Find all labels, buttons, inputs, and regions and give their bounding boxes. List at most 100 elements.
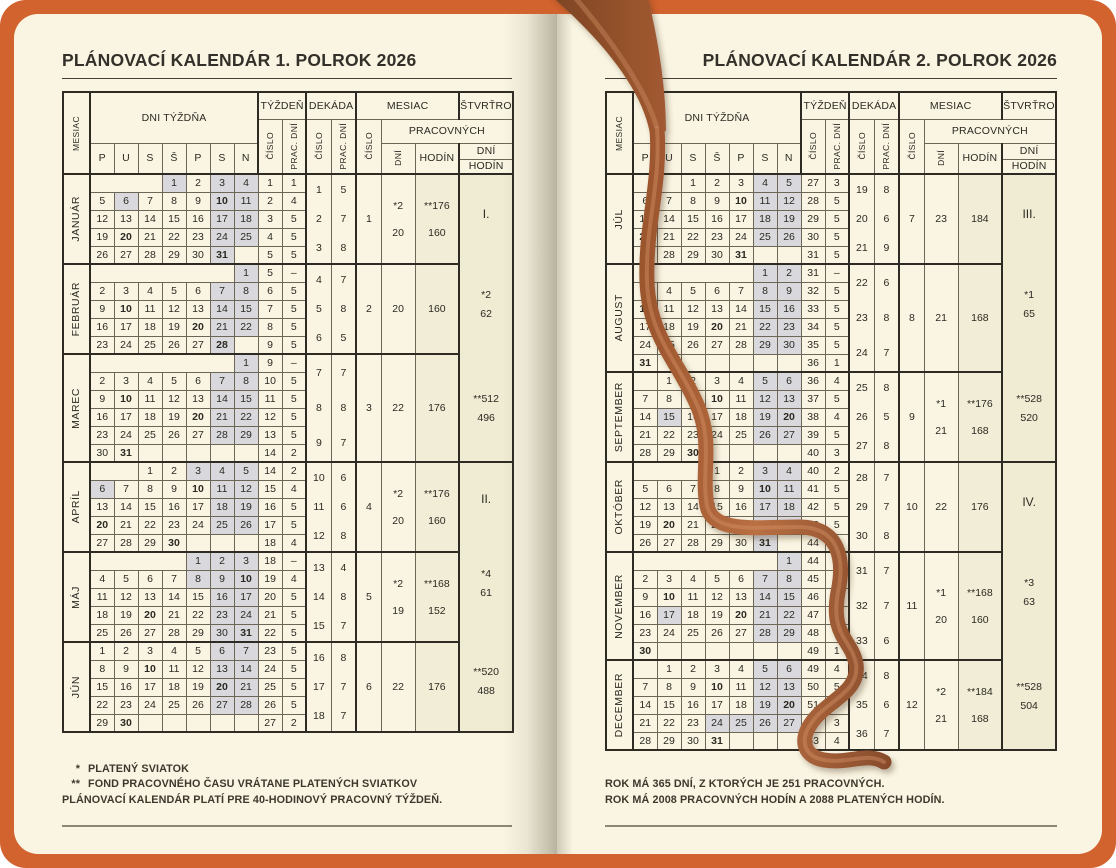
day-cell: 7 — [680, 479, 706, 499]
week-row: 2 3 4 5 6 7 8 10 5 — [63, 371, 513, 391]
day-cell — [776, 443, 802, 463]
week-workdays-cell: 5 — [281, 425, 307, 445]
month-workdays-line: 21 — [935, 712, 947, 725]
day-cell: 16 — [161, 497, 187, 517]
day-cell: 23 — [632, 623, 658, 643]
decade-workdays: 6 — [883, 212, 890, 225]
month-workdays-line: 20 — [392, 226, 404, 239]
second-half-calendar-table: MESIAC DNI TÝŽDŇA TÝŽDEŇ DEKÁDA MESIAC ŠTVRŤR… — [605, 91, 1058, 751]
day-cell: 26 — [161, 335, 187, 355]
day-cell: 2 — [632, 569, 658, 589]
day-cell: 1 — [776, 551, 802, 571]
day-cell: 5 — [632, 479, 658, 499]
day-cell — [776, 245, 802, 265]
decade-workdays-cell: 7 8 5 — [330, 263, 357, 355]
month-number-wrap: 3 — [358, 356, 380, 461]
week-number-cell: 19 — [257, 569, 283, 589]
day-cell: 13 — [704, 299, 730, 319]
day-cell — [161, 443, 187, 463]
week-workdays-cell: 4 — [281, 533, 307, 553]
day-cell: 24 — [233, 605, 259, 625]
day-cell: 24 — [728, 227, 754, 247]
week-number-cell: 26 — [257, 695, 283, 715]
day-cell: 15 — [161, 209, 187, 229]
month-name-wrap: SEPTEMBER — [607, 374, 631, 461]
day-cell: 31 — [233, 623, 259, 643]
day-cell: 24 — [704, 425, 730, 445]
day-cell: 18 — [776, 497, 802, 517]
day-cell: 16 — [776, 299, 802, 319]
footnote-text: ROK MÁ 365 DNÍ, Z KTORÝCH JE 251 PRACOVN… — [605, 778, 885, 790]
day-cell: 21 — [656, 227, 682, 247]
day-cell: 8 — [656, 677, 682, 697]
decade-number: 6 — [315, 332, 322, 345]
week-row: APRÍL 1 2 3 4 5 14 2 10 11 12 6 6 8 4 *2 20 **176 160 II. *4… — [62, 461, 514, 733]
week-workdays-cell: 4 — [824, 659, 850, 679]
quarter-days-header: DNÍ — [1001, 142, 1057, 160]
day-cell: 2 — [680, 659, 706, 679]
quarter-days: *4 61 — [480, 565, 492, 603]
day-cell: 2 — [89, 281, 115, 301]
day-cell: 23 — [776, 317, 802, 337]
decade-number: 30 — [856, 530, 868, 543]
day-cell: 9 — [680, 389, 706, 409]
week-number-cell: 12 — [257, 407, 283, 427]
decade-number-stack: 28 29 30 — [851, 464, 873, 551]
week-workdays-cell: 5 — [824, 479, 850, 499]
day-cell: 16 — [704, 209, 730, 229]
month-name: JANUÁR — [62, 173, 91, 265]
week-workdays-cell: 3 — [824, 713, 850, 733]
week-workdays-cell: – — [281, 353, 307, 373]
month-number: 7 — [908, 213, 915, 225]
weekday-letter-2: S — [680, 142, 706, 175]
week-number-cell: 46 — [800, 587, 826, 607]
day-cell: 25 — [680, 623, 706, 643]
week-workdays-header-wrap: PRAC. DNÍ — [826, 120, 848, 173]
day-cell: 5 — [161, 281, 187, 301]
day-cell: 28 — [161, 623, 187, 643]
day-cell: 3 — [656, 569, 682, 589]
month-workdays-cell: 23 — [923, 173, 959, 265]
day-cell: 6 — [185, 281, 211, 301]
week-row: 12 13 14 15 16 17 18 3 5 — [63, 209, 513, 229]
week-number-cell: 8 — [257, 317, 283, 337]
day-cell: 10 — [752, 479, 778, 499]
month-workdays-line: *1 — [936, 586, 947, 599]
day-cell: 13 — [185, 299, 211, 319]
day-cell: 7 — [137, 191, 163, 211]
day-cell: 4 — [233, 173, 259, 193]
day-cell: 18 — [89, 605, 115, 625]
week-workdays-cell: 5 — [281, 497, 307, 517]
decade-number-cell: 34 35 36 — [848, 659, 875, 751]
month-name: FEBRUÁR — [62, 263, 91, 355]
day-cell: 29 — [776, 623, 802, 643]
month-name: DECEMBER — [605, 659, 634, 751]
month-name: NOVEMBER — [605, 551, 634, 661]
month-column-header-text: MESIAC — [71, 115, 82, 151]
day-cell: 16 — [632, 605, 658, 625]
day-cell: 28 — [113, 533, 139, 553]
decade-workdays-header: PRAC. DNÍ — [873, 118, 900, 175]
day-cell: 17 — [752, 497, 778, 517]
day-cell: 3 — [704, 659, 730, 679]
day-cell: 6 — [632, 191, 658, 211]
weekdays-group-header: DNI TÝŽDŇA — [632, 91, 802, 144]
day-cell: 2 — [776, 263, 802, 283]
first-half-calendar-table: MESIAC DNI TÝŽDŇA TÝŽDEŇ DEKÁDA MESIAC ŠTVRŤR… — [62, 91, 515, 733]
page-title-second-half: PLÁNOVACÍ KALENDÁR 2. POLROK 2026 — [702, 50, 1057, 70]
day-cell: 27 — [89, 533, 115, 553]
week-row: MAREC 1 9–7 8 9 7 8 7 3 22 176 — [62, 353, 513, 463]
week-workdays-cell: – — [281, 551, 307, 571]
day-cell: 17 — [656, 605, 682, 625]
day-cell: 23 — [728, 515, 754, 535]
week-workdays-cell: 5 — [824, 533, 850, 553]
month-workdays-line: 21 — [935, 424, 947, 437]
month-number-cell: 12 — [898, 659, 925, 751]
day-cell: 31 — [704, 731, 730, 751]
page-title-first-half: PLÁNOVACÍ KALENDÁR 1. POLROK 2026 — [62, 50, 417, 70]
day-cell — [233, 533, 259, 553]
week-number-cell: 9 — [257, 353, 283, 373]
month-workdays-stack: *2 19 — [382, 554, 414, 641]
quarter-cell: II. *4 61 **520 488 — [458, 461, 514, 733]
day-cell: 25 — [776, 515, 802, 535]
